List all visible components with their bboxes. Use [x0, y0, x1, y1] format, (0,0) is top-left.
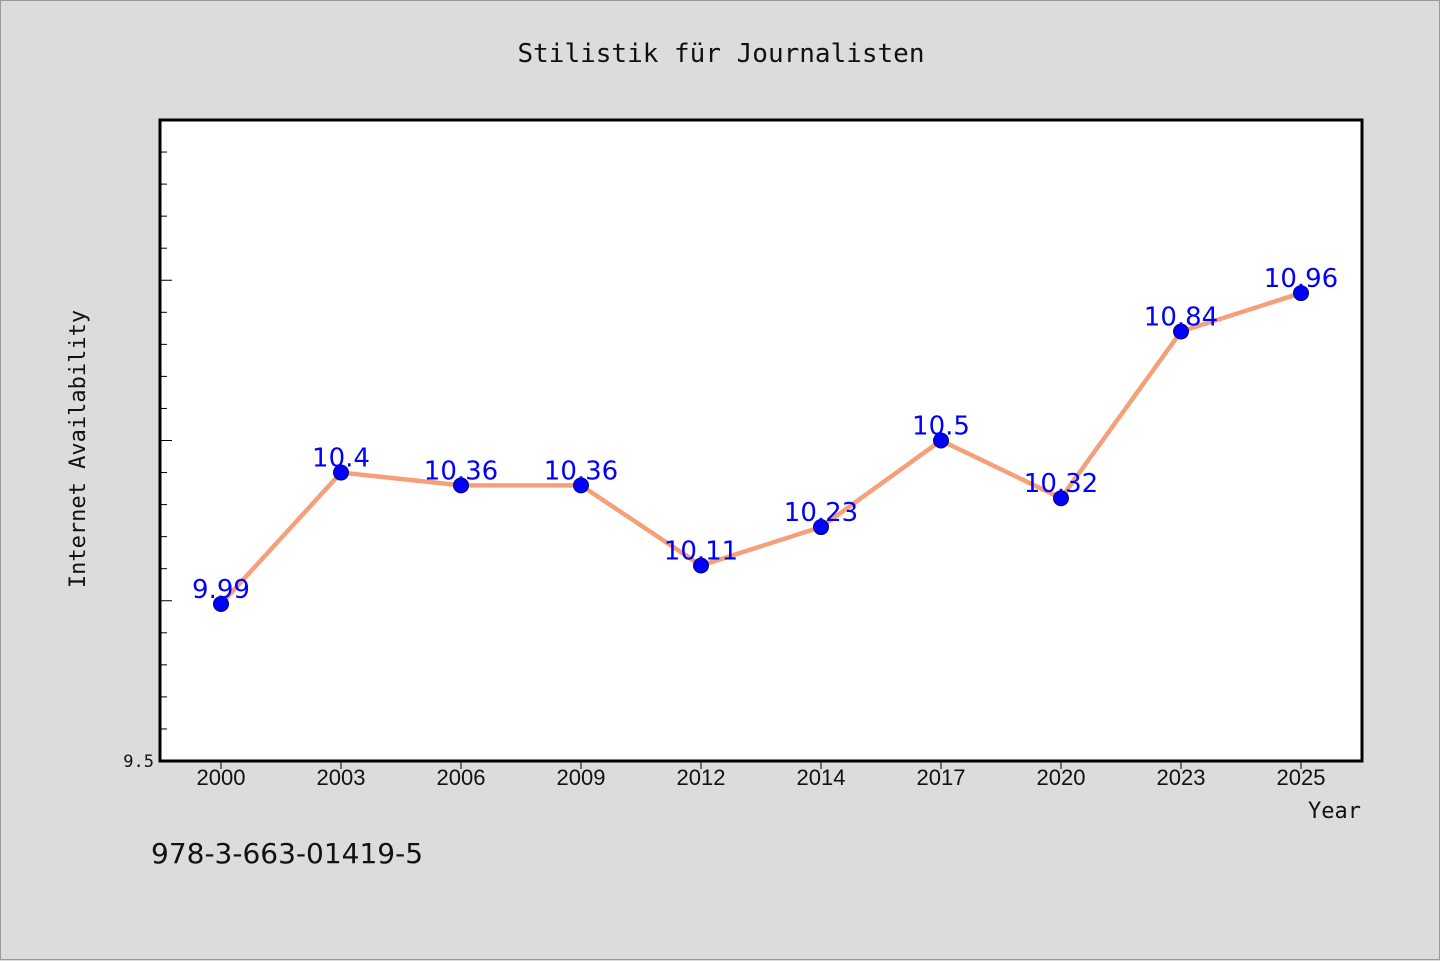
data-point-2025	[1293, 285, 1309, 302]
x-tick-label-2009: 2009	[557, 765, 606, 790]
data-label-2023: 10.84	[1144, 303, 1218, 333]
data-point-2009	[573, 477, 589, 494]
data-point-2012	[693, 557, 709, 574]
x-tick-label-2000: 2000	[197, 765, 246, 790]
x-tick-label-2020: 2020	[1037, 765, 1086, 790]
data-label-2020: 10.32	[1024, 469, 1098, 499]
x-tick-label-2014: 2014	[797, 765, 846, 790]
x-tick-label-2017: 2017	[917, 765, 966, 790]
data-label-2000: 9.99	[192, 575, 250, 605]
y-axis-label: Internet Availability	[66, 310, 91, 588]
data-label-2025: 10.96	[1264, 264, 1338, 294]
x-axis-ticks: 2000 2003 2006 2009 2012 2014 2017 2020 2023 2025	[197, 761, 1326, 790]
x-tick-label-2003: 2003	[317, 765, 366, 790]
series-line	[219, 290, 1302, 606]
chart-title: Stilistik für Journalisten	[518, 39, 925, 69]
series-line-group: 9.99 10.4 10.36 10.36 10.11 10.23 10.5 10.32 10.…	[192, 264, 1338, 612]
y-tick-label-min: 9.5	[123, 752, 154, 772]
data-label-2017: 10.5	[912, 412, 970, 442]
isbn-text: 978-3-663-01419-5	[151, 837, 423, 870]
plot-area	[158, 118, 1364, 763]
data-point-2000	[213, 595, 229, 612]
data-point-2017	[933, 432, 949, 449]
data-point-2006	[453, 477, 469, 494]
data-point-2014	[813, 519, 829, 536]
data-label-2009: 10.36	[544, 456, 618, 486]
data-point-2003	[333, 464, 349, 481]
data-point-2023	[1173, 323, 1189, 340]
data-point-2020	[1053, 490, 1069, 507]
x-axis-label: Year	[1308, 799, 1361, 824]
x-tick-label-2025: 2025	[1277, 765, 1326, 790]
data-label-2014: 10.23	[784, 498, 858, 528]
data-label-2012: 10.11	[664, 536, 738, 566]
data-label-2003: 10.4	[312, 444, 370, 474]
x-tick-label-2006: 2006	[437, 765, 486, 790]
x-tick-label-2023: 2023	[1157, 765, 1206, 790]
y-axis-ticks	[160, 151, 172, 730]
data-label-2006: 10.36	[424, 456, 498, 486]
x-tick-label-2012: 2012	[677, 765, 726, 790]
